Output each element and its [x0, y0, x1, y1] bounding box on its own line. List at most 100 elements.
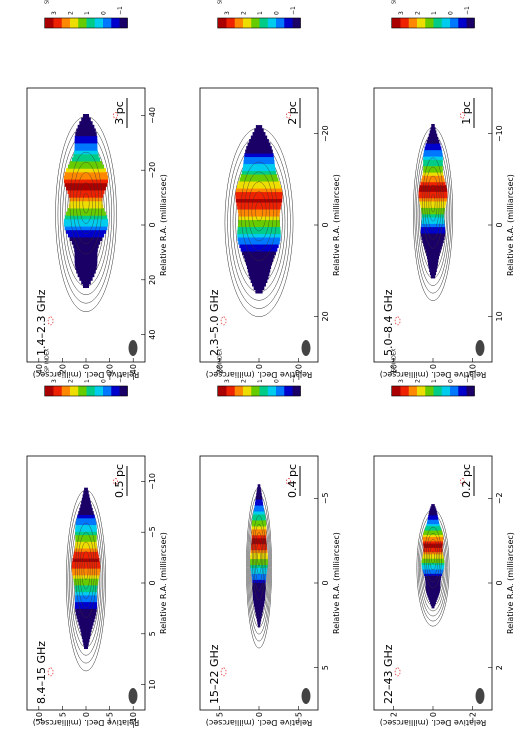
jet-slice [252, 579, 266, 583]
jet-slice [63, 222, 109, 227]
jet-slice [238, 223, 280, 228]
y-tick-label: 0 [429, 712, 438, 717]
colorbar-segment [52, 18, 62, 28]
jet-slice [250, 552, 268, 557]
panel-6: 22–43 GHz 0.2 pc 2 0 −2 2 0 −2 Relative R.A. (mi… [373, 348, 515, 727]
jet-slice [242, 167, 276, 172]
jet-slice [254, 606, 264, 610]
contour-line [69, 151, 103, 255]
jet-slice [82, 283, 90, 289]
colorbar-segment [391, 18, 401, 28]
colorbar-tick-label: 2 [240, 379, 247, 383]
colorbar-segment [217, 386, 227, 396]
x-tick-label: 0 [148, 580, 157, 585]
jet-slice [74, 251, 98, 256]
contour-line [422, 157, 444, 249]
colorbar-tick-label: 1 [257, 11, 264, 15]
jet-slice [74, 601, 98, 606]
jet-slice [257, 484, 261, 488]
jet-slice [238, 219, 280, 224]
jet-slice [82, 114, 90, 119]
x-tick-label: 0 [495, 580, 504, 585]
colorbar-segment [441, 386, 451, 396]
colorbar-frame [44, 385, 128, 397]
contour-line [427, 539, 439, 577]
colorbar-segment [408, 386, 417, 396]
colorbar-tick-label: 2 [67, 11, 74, 15]
colorbar-title: SP INDEX [392, 0, 398, 4]
jet-slice [69, 197, 103, 202]
jet-slice [72, 574, 100, 579]
jet-slice [76, 517, 96, 522]
jet-slice [423, 162, 443, 167]
colorbar-segment [292, 18, 301, 28]
jet-slice [83, 491, 89, 495]
jet-slice [250, 564, 268, 569]
scalebar-label: 2 pc [286, 101, 299, 125]
jet-slice [71, 568, 101, 572]
jet-slice [246, 146, 272, 151]
jet-slice [419, 200, 447, 205]
y-axis-label: Relative Decl. (milliarcsec) [380, 370, 486, 379]
frequency-label: 22–43 GHz [382, 644, 395, 704]
x-tick-label: −5 [321, 492, 330, 504]
contour-line [82, 192, 90, 214]
jet-slice [73, 153, 99, 158]
jet-slice [251, 570, 267, 574]
x-tick-label: −20 [321, 125, 330, 142]
jet-slice [72, 571, 100, 576]
jet-slice [63, 218, 109, 223]
jet-slice [423, 159, 443, 164]
jet-slice [427, 594, 439, 598]
negative-contour [394, 667, 401, 677]
jet-slice [79, 625, 93, 629]
colorbar-frame [391, 17, 475, 29]
jet-slice [74, 146, 98, 151]
colorbar-segment [77, 386, 87, 396]
jet-slice [250, 561, 268, 566]
contour-line [251, 191, 267, 232]
jet-slice [428, 514, 438, 518]
jet-slice [430, 274, 436, 279]
scalebar-label: 3 pc [113, 101, 126, 125]
jet-slice [67, 233, 105, 238]
scalebar-label: 0.5 pc [113, 464, 126, 498]
colorbar-title: SP INDEX [392, 348, 398, 372]
jet-slice [249, 275, 269, 280]
beam-ellipse [475, 340, 485, 356]
jet-slice [425, 586, 441, 589]
jet-slice [81, 280, 91, 285]
x-tick-label: 10 [148, 680, 157, 690]
jet-slice [69, 236, 103, 242]
jet-slice [75, 611, 97, 616]
colorbar-tick-label: 0 [448, 379, 455, 383]
jet-slice [421, 223, 445, 228]
colorbar-tick-label: 1 [84, 379, 91, 383]
y-tick-label: −5 [294, 712, 303, 724]
jet-slice [426, 521, 440, 525]
jet-slice [82, 638, 90, 643]
jet-slice [427, 136, 439, 141]
jet-slice [422, 534, 444, 538]
colorbar-segment [110, 386, 120, 396]
jet-slice [72, 558, 100, 562]
jet-slice [237, 205, 281, 210]
jet-slice [431, 123, 435, 128]
y-tick-label: 5 [58, 712, 67, 717]
jet-slice [236, 188, 282, 193]
frequency-label: 2.3–5.0 GHz [208, 289, 221, 356]
contour-line [429, 545, 437, 571]
negative-contour [113, 112, 118, 119]
jet-slice [240, 174, 278, 179]
jet-slice [425, 249, 441, 253]
colorbar-frame [391, 385, 475, 397]
jet-slice [242, 250, 276, 256]
y-axis-label: Relative Decl. (milliarcsec) [206, 718, 312, 727]
colorbar-tick-label: −1 [290, 6, 297, 15]
jet-slice [418, 191, 448, 196]
colorbar-tick-label: 3 [398, 11, 405, 15]
colorbar-segment [110, 18, 120, 28]
colorbar-tick-label: 2 [240, 11, 247, 15]
